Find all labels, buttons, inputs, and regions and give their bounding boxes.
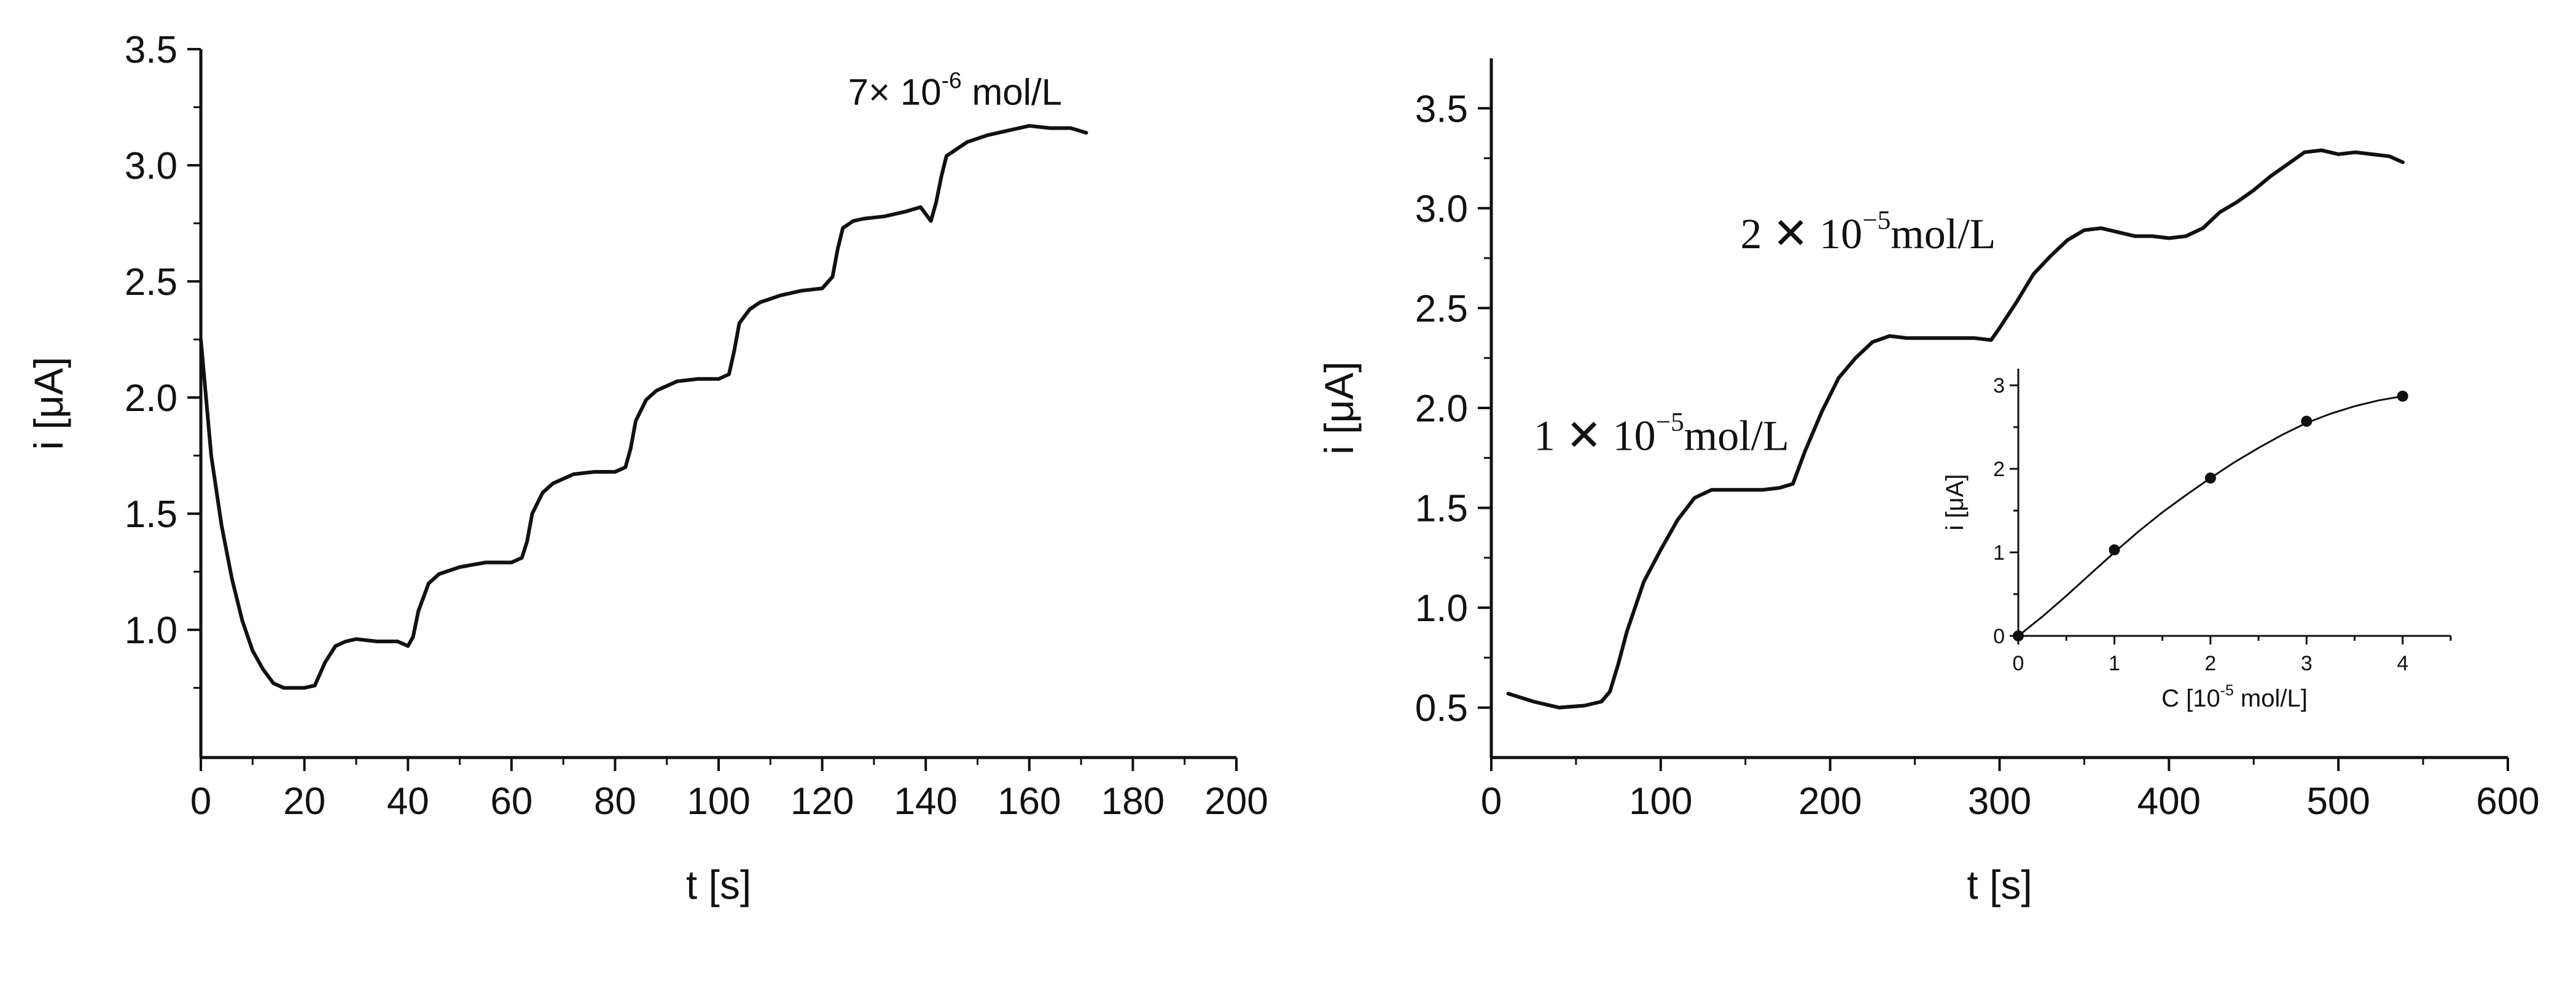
inset-x-tick-label: 0 <box>2013 652 2024 675</box>
x-tick-label: 40 <box>387 780 429 823</box>
y-tick-label: 1.0 <box>1415 587 1468 630</box>
x-axis-label: t [s] <box>686 862 751 907</box>
x-tick-label: 0 <box>1481 780 1502 823</box>
inset-y-tick-label: 0 <box>1993 625 2005 648</box>
inset-x-tick-label: 3 <box>2301 652 2313 675</box>
x-tick-label: 400 <box>2137 780 2201 823</box>
x-tick-label: 0 <box>190 780 211 823</box>
inset-x-axis-label: C [10-5 mol/L] <box>2161 683 2308 712</box>
y-tick-label: 2.5 <box>1415 288 1468 330</box>
inset-data-point <box>2397 390 2408 402</box>
y-tick-label: 3.5 <box>125 29 178 71</box>
chart-left: 0 20 40 60 80 100 120 140 160 180 200 1.0 1.5 2.0 2.5 3… <box>26 29 1268 907</box>
inset-y-axis-label: i [μA] <box>1942 474 1969 531</box>
x-tick-label: 180 <box>1101 780 1165 823</box>
inset-x-tick-label: 1 <box>2109 652 2120 675</box>
x-tick-label: 100 <box>687 780 750 823</box>
inset-chart: 0 1 2 3 4 0 1 2 3 C [10-5 mol/L] i [μA] <box>1942 369 2452 712</box>
x-tick-label: 160 <box>997 780 1061 823</box>
y-axis-label: i [μA] <box>1316 361 1362 455</box>
y-tick-label: 3.0 <box>125 145 178 187</box>
x-tick-label: 500 <box>2306 780 2370 823</box>
y-tick-label: 1.5 <box>125 493 178 536</box>
x-axis-label: t [s] <box>1967 862 2032 907</box>
concentration-annotation: 7× 10-6 mol/L <box>848 68 1062 113</box>
y-tick-label: 0.5 <box>1415 687 1468 730</box>
y-tick-label: 1.5 <box>1415 488 1468 530</box>
x-tick-label: 200 <box>1204 780 1268 823</box>
inset-y-tick-label: 3 <box>1993 374 2005 398</box>
x-tick-label: 600 <box>2476 780 2539 823</box>
series-line <box>199 123 1088 690</box>
inset-data-point <box>2109 544 2120 555</box>
x-tick-label: 20 <box>283 780 326 823</box>
inset-x-tick-label: 2 <box>2204 652 2216 675</box>
y-tick-label: 2.5 <box>125 261 178 304</box>
concentration-annotation: 2 ✕ 10−5mol/L <box>1740 205 1996 258</box>
y-tick-label: 2.0 <box>1415 388 1468 430</box>
chart-right: 0 100 200 300 400 500 6000.51.01.52.02.53.03.5… <box>1316 58 2540 907</box>
inset-y-tick-label: 1 <box>1993 541 2005 565</box>
x-tick-label: 300 <box>1968 780 2031 823</box>
inset-data-point <box>2204 472 2216 484</box>
x-tick-label: 200 <box>1798 780 1862 823</box>
y-tick-label: 2.0 <box>125 377 178 420</box>
series-line <box>1506 148 2405 710</box>
concentration-annotation: 1 ✕ 10−5mol/L <box>1534 407 1789 460</box>
inset-data-point <box>2013 630 2024 641</box>
x-tick-label: 120 <box>790 780 854 823</box>
x-tick-label: 60 <box>490 780 533 823</box>
x-tick-label: 140 <box>894 780 957 823</box>
inset-fit-line <box>2018 395 2403 637</box>
inset-data-point <box>2301 415 2313 427</box>
y-tick-label: 3.0 <box>1415 188 1468 230</box>
y-axis-label: i [μA] <box>26 357 71 450</box>
x-tick-label: 80 <box>594 780 636 823</box>
y-tick-label: 1.0 <box>125 609 178 652</box>
x-tick-label: 100 <box>1629 780 1692 823</box>
y-tick-label: 3.5 <box>1415 88 1468 130</box>
inset-x-tick-label: 4 <box>2397 652 2408 675</box>
inset-y-tick-label: 2 <box>1993 458 2005 481</box>
